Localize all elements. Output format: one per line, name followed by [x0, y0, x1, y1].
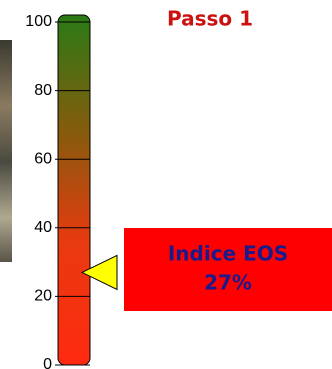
y-tick-label: 20 [34, 288, 52, 305]
background-photo [0, 40, 12, 262]
y-tick-label: 60 [34, 150, 52, 167]
title: Passo 1 [167, 7, 253, 31]
label-box [124, 228, 332, 311]
y-tick-label: 80 [34, 82, 52, 99]
pointer [80, 254, 118, 291]
marks: Indice EOS 27% [80, 228, 332, 311]
y-tick-label: 0 [43, 356, 52, 369]
indicator-name: Indice EOS [168, 242, 288, 266]
indicator-value: 27% [204, 271, 252, 295]
gauge-bar [57, 14, 91, 366]
y-tick-label: 40 [34, 219, 52, 236]
y-tick-label: 100 [25, 13, 52, 30]
axis: 0 20 40 60 80 100 [25, 13, 90, 369]
